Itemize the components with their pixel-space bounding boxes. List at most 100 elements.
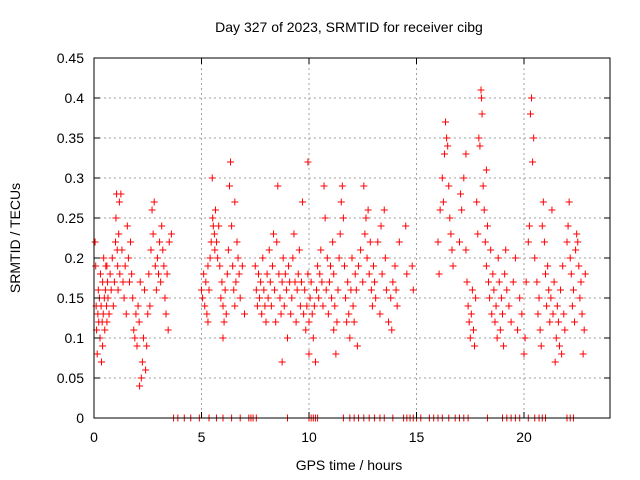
data-point — [439, 198, 447, 206]
data-point — [516, 294, 524, 302]
data-point — [114, 286, 122, 294]
data-point — [260, 286, 268, 294]
data-point — [222, 310, 230, 318]
data-point — [550, 278, 558, 286]
data-point — [444, 142, 452, 150]
data-point — [503, 286, 511, 294]
data-point — [136, 382, 144, 390]
data-point — [576, 294, 584, 302]
data-point — [533, 278, 541, 286]
data-point — [528, 94, 536, 102]
data-point — [120, 294, 128, 302]
data-point — [514, 326, 522, 334]
data-point — [569, 286, 577, 294]
data-point — [351, 270, 359, 278]
data-point — [267, 302, 275, 310]
data-point — [318, 278, 326, 286]
data-point — [146, 302, 154, 310]
data-point — [349, 302, 357, 310]
x-axis-label: GPS time / hours — [296, 457, 403, 473]
data-point — [280, 302, 288, 310]
data-point — [216, 262, 224, 270]
data-point — [348, 254, 356, 262]
data-point — [449, 262, 457, 270]
data-point — [460, 174, 468, 182]
data-point — [145, 270, 153, 278]
data-point — [236, 294, 244, 302]
data-point — [231, 198, 239, 206]
data-point — [302, 326, 310, 334]
data-point — [491, 318, 499, 326]
data-point — [125, 278, 133, 286]
data-point — [217, 294, 225, 302]
data-point — [252, 286, 260, 294]
data-point — [564, 222, 572, 230]
data-point — [402, 222, 410, 230]
data-point — [147, 246, 155, 254]
data-point — [320, 182, 328, 190]
data-point — [234, 254, 242, 262]
data-point — [310, 302, 318, 310]
data-point — [219, 334, 227, 342]
data-point — [92, 262, 100, 270]
data-point — [91, 238, 99, 246]
data-point — [492, 302, 500, 310]
data-point — [543, 302, 551, 310]
data-point — [571, 318, 579, 326]
data-point — [558, 350, 566, 358]
data-point — [151, 262, 159, 270]
data-point — [559, 262, 567, 270]
y-tick-label: 0.45 — [57, 50, 84, 66]
data-point — [494, 254, 502, 262]
data-point — [403, 270, 411, 278]
data-point — [266, 278, 274, 286]
data-point — [277, 310, 285, 318]
data-point — [253, 302, 261, 310]
data-point — [238, 262, 246, 270]
data-point — [291, 278, 299, 286]
data-point — [434, 238, 442, 246]
data-point — [143, 342, 151, 350]
data-point — [324, 310, 332, 318]
y-tick-label: 0 — [76, 410, 84, 426]
data-point — [522, 278, 530, 286]
data-point — [273, 238, 281, 246]
data-point — [544, 262, 552, 270]
data-point — [315, 294, 323, 302]
data-point — [473, 198, 481, 206]
data-point — [139, 334, 147, 342]
data-point — [509, 278, 517, 286]
data-point — [264, 294, 272, 302]
data-point — [353, 342, 361, 350]
data-point — [210, 230, 218, 238]
data-point — [98, 358, 106, 366]
data-point — [337, 198, 345, 206]
data-point — [462, 150, 470, 158]
data-point — [378, 270, 386, 278]
data-point — [458, 206, 466, 214]
y-tick-label: 0.2 — [65, 250, 85, 266]
data-point — [321, 214, 329, 222]
data-point — [104, 294, 112, 302]
data-point — [342, 294, 350, 302]
data-point — [389, 278, 397, 286]
data-point — [366, 238, 374, 246]
data-point — [471, 342, 479, 350]
data-point — [526, 110, 534, 118]
data-point — [108, 254, 116, 262]
data-point — [156, 238, 164, 246]
data-point — [477, 86, 485, 94]
data-point — [440, 150, 448, 158]
data-point — [153, 254, 161, 262]
data-point — [213, 238, 221, 246]
data-point — [572, 246, 580, 254]
data-point — [305, 318, 313, 326]
data-point — [456, 238, 463, 246]
data-point — [319, 302, 327, 310]
data-point — [165, 238, 173, 246]
data-point — [555, 342, 563, 350]
data-point — [229, 262, 237, 270]
data-point — [521, 334, 529, 342]
data-point — [560, 310, 568, 318]
y-axis-label: SRMTID / TECUs — [7, 183, 23, 293]
